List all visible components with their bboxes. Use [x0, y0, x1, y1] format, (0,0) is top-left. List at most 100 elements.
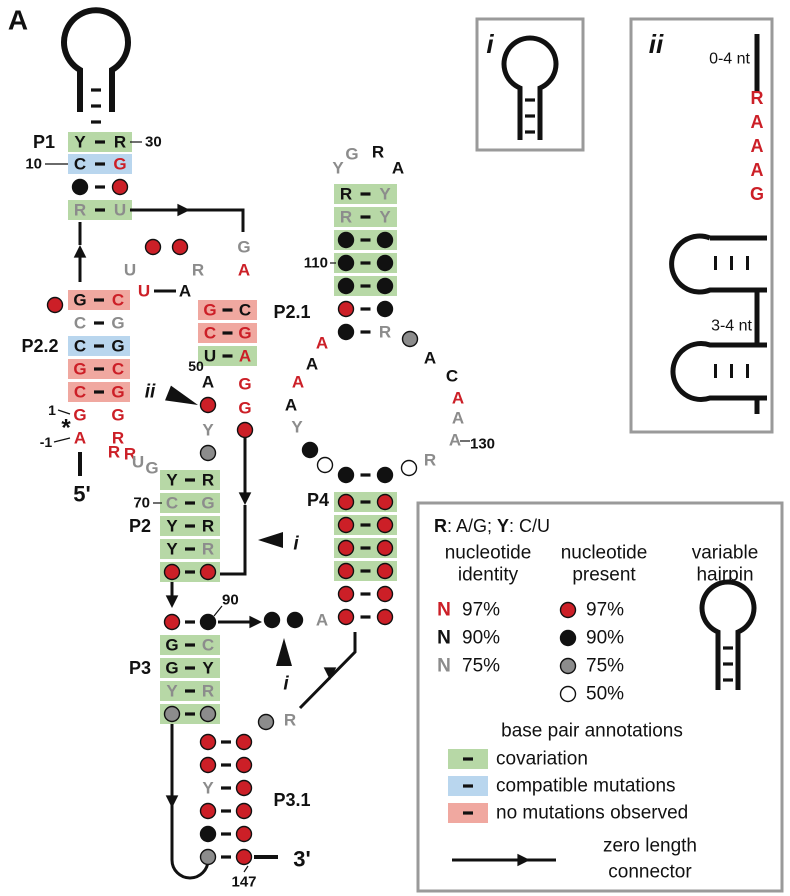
position-90: 90 — [222, 592, 239, 609]
p3-to-p31-loop — [170, 724, 210, 880]
position-30: 30 — [145, 134, 162, 151]
p4-pair-3-bond — [360, 238, 371, 242]
p3-pair-5-left-dot — [163, 705, 181, 723]
inset-ii-lower-dash — [714, 364, 717, 378]
p31-pair-6-right-dot — [235, 848, 253, 866]
p31-pair-4-bond — [221, 809, 231, 813]
position-130: 130 — [470, 436, 495, 453]
p21-down-arrow — [238, 492, 252, 505]
loop-base-R: R — [192, 261, 204, 280]
legend-rule-text: R: A/G; Y: C/U — [434, 516, 550, 536]
p4-pair-1-left-base: R — [340, 185, 352, 204]
p31-pair-1-bond — [221, 740, 231, 744]
legend-col-present-2: present — [572, 565, 636, 586]
p31-pair-2-bond — [221, 763, 231, 767]
p3-pair-1-right-dot — [199, 613, 217, 631]
legend-present-dot — [559, 629, 577, 647]
legend-present-dot — [559, 685, 577, 703]
inset-i-dash — [525, 98, 535, 102]
p4-pair-4-bond — [360, 261, 371, 265]
p31-pair-5-bond — [221, 832, 231, 836]
p4-pair-3-right-dot — [376, 231, 394, 249]
base-A-minus1: A — [74, 429, 86, 448]
p4-pair-14-bond — [360, 615, 371, 619]
five-prime-label: 5' — [73, 482, 90, 507]
legend-annotations-title: base pair annotations — [501, 721, 683, 742]
legend-col-hairpin-2: hairpin — [696, 565, 753, 586]
p21-base-G2: G — [238, 399, 251, 418]
p22-pair-3-bond — [94, 344, 104, 348]
legend-annotation-label: no mutations observed — [496, 803, 688, 824]
p1-hairpin-dash — [91, 120, 101, 124]
tick-90 — [213, 605, 223, 617]
base-G-gray: G — [145, 459, 158, 478]
p31-pair-4-left-dot — [199, 802, 217, 820]
p4-pair-11-left-dot — [337, 539, 355, 557]
legend-col-identity-2: identity — [458, 565, 519, 586]
legend-identity-value: 90% — [462, 628, 500, 649]
p4-to-p31-connector — [298, 632, 357, 710]
loop-base-A: A — [179, 282, 191, 301]
loop4-dot-1 — [301, 441, 319, 459]
inset-i-label: i — [486, 29, 494, 59]
p2-pair-2-bond — [185, 501, 195, 505]
p3-down-arrow — [165, 795, 179, 808]
base-A-50: A — [202, 373, 214, 392]
p22-pair-3-left-base: C — [74, 337, 86, 356]
p4-pair-1-right-base: Y — [379, 185, 391, 204]
p3-pair-4-right-base: R — [202, 682, 214, 701]
p3-pair-3-left-base: G — [165, 659, 178, 678]
p4-pair-10-right-dot — [376, 516, 394, 534]
loop-base-G: G — [237, 238, 250, 257]
p1-pair-2-right-base: G — [113, 155, 126, 174]
loop-dot-2 — [171, 238, 189, 256]
stem-label-p4: P4 — [307, 490, 329, 510]
inset-ii-upper-dash — [746, 256, 749, 270]
p22-pair-1-left-base: G — [73, 291, 86, 310]
loop4-A2: A — [306, 355, 318, 374]
base-R-right: R — [112, 429, 124, 448]
legend-present-value: 97% — [586, 600, 624, 621]
p3-pair-2-right-base: C — [202, 636, 214, 655]
p21-to-p2-line — [220, 505, 247, 576]
p31-pair-4-right-dot — [235, 802, 253, 820]
p21-pair-3-right-base: A — [239, 347, 251, 366]
p4-pair-13-left-dot — [337, 585, 355, 603]
position-1: 1 — [48, 402, 56, 418]
figure-label: A — [8, 5, 28, 36]
p4-pair-4-right-dot — [376, 254, 394, 272]
inset-ii-lower-dash — [746, 364, 749, 378]
p2-pair-4-left-base: Y — [166, 540, 178, 559]
legend-annotation-bond — [463, 811, 473, 815]
p4-pair-12-bond — [360, 569, 371, 573]
p4-pair-2-bond — [360, 215, 371, 219]
p3-pair-4-bond — [185, 689, 195, 693]
loop4-A4: A — [285, 396, 297, 415]
loop4-Y: Y — [291, 418, 303, 437]
p1-hairpin-loop — [61, 7, 131, 112]
p3-pair-5-right-dot — [199, 705, 217, 723]
p2-pair-3-left-base: Y — [166, 517, 178, 536]
p22-pair-2-left-base: C — [74, 314, 86, 333]
tick-1 — [57, 409, 71, 415]
p2-pair-5-right-dot — [199, 563, 217, 581]
p21-dot-bottom — [236, 421, 254, 439]
position-110: 110 — [304, 255, 328, 272]
loop4-dot-3 — [400, 459, 418, 477]
p4-pair-8-left-dot — [337, 466, 355, 484]
legend-connector-arrow — [517, 853, 530, 867]
legend-identity-value: 97% — [462, 600, 500, 621]
p3-pair-1-left-dot — [163, 613, 181, 631]
legend-annotation-label: covariation — [496, 749, 588, 770]
stem-label-p21: P2.1 — [273, 302, 310, 322]
loop4-right-A3: A — [452, 409, 464, 428]
p1-pair-1-right-base: R — [114, 133, 126, 152]
p4-pair-2-left-base: R — [340, 208, 352, 227]
p4-pair-8-bond — [360, 473, 371, 477]
p4-pair-9-left-dot — [337, 493, 355, 511]
p4-pair-6-right-dot — [376, 300, 394, 318]
p2-pair-2-right-base: G — [201, 494, 214, 513]
loop4-right-C: C — [446, 367, 458, 386]
inset-i-frame — [475, 17, 585, 152]
p4-pair-10-left-dot — [337, 516, 355, 534]
